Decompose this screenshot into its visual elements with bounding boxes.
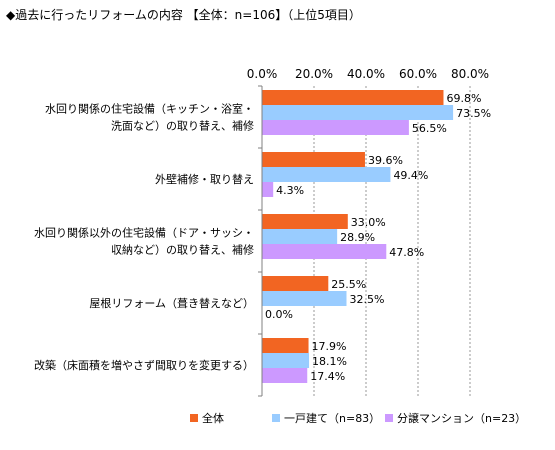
bar	[262, 353, 310, 368]
data-label: 56.5%	[412, 122, 447, 135]
data-label: 47.8%	[389, 246, 424, 259]
data-label: 32.5%	[350, 293, 385, 306]
x-tick-label: 20.0%	[295, 67, 333, 81]
bar	[262, 182, 274, 197]
bar	[262, 120, 409, 135]
x-tick-label: 40.0%	[347, 67, 385, 81]
legend-swatch	[385, 414, 393, 422]
data-label: 18.1%	[312, 355, 347, 368]
data-label: 69.8%	[446, 92, 481, 105]
legend-label: 一戸建て（n=83）	[284, 411, 380, 425]
legend-label: 分譲マンション（n=23）	[397, 411, 526, 425]
bar	[262, 214, 348, 229]
bar	[262, 152, 365, 167]
legend-label: 全体	[202, 411, 224, 425]
bar	[262, 244, 387, 259]
legend-swatch	[190, 414, 198, 422]
bar	[262, 338, 309, 353]
bar	[262, 368, 308, 383]
data-label: 39.6%	[368, 154, 403, 167]
category-label: 水回り関係の住宅設備（キッチン・浴室・	[45, 102, 254, 116]
x-tick-label: 60.0%	[399, 67, 437, 81]
data-label: 17.4%	[310, 370, 345, 383]
category-label: 外壁補修・取り替え	[155, 172, 254, 186]
legend-swatch	[272, 414, 280, 422]
bar	[262, 105, 454, 120]
bar	[262, 276, 329, 291]
x-tick-label: 80.0%	[451, 67, 489, 81]
category-label: 屋根リフォーム（葺き替えなど）	[89, 296, 254, 310]
bar	[262, 90, 444, 105]
category-label: 改築（床面積を増やさず間取りを変更する）	[34, 358, 254, 372]
category-label: 洗面など）の取り替え、補修	[111, 119, 254, 133]
data-label: 4.3%	[276, 184, 304, 197]
data-label: 28.9%	[340, 231, 375, 244]
bar	[262, 229, 338, 244]
data-label: 25.5%	[331, 278, 366, 291]
category-label: 収納など）の取り替え、補修	[111, 243, 254, 257]
data-label: 49.4%	[393, 169, 428, 182]
bar	[262, 291, 347, 306]
data-label: 73.5%	[456, 107, 491, 120]
bar	[262, 167, 391, 182]
data-label: 17.9%	[312, 340, 347, 353]
category-label: 水回り関係以外の住宅設備（ドア・サッシ・	[34, 226, 254, 240]
data-label: 0.0%	[265, 308, 293, 321]
chart-title: ◆過去に行ったリフォームの内容 【全体：n=106】（上位5項目）	[6, 8, 361, 22]
data-label: 33.0%	[351, 216, 386, 229]
x-tick-label: 0.0%	[247, 67, 278, 81]
